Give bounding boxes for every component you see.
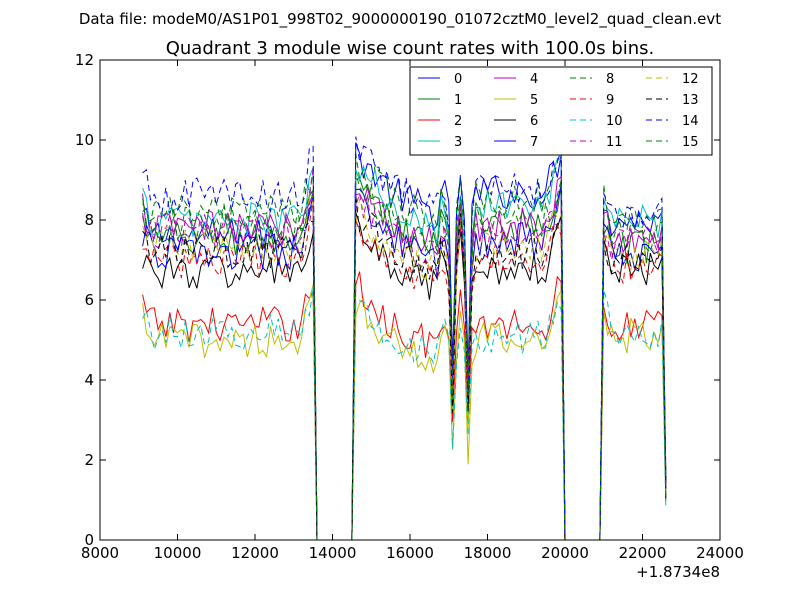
x-axis: 8000 10000 12000 14000 16000 18000 20000 22000 2…: [81, 60, 744, 562]
series-line-1: [142, 177, 667, 540]
figure-suptitle: Data file: modeM0/AS1P01_998T02_90000001…: [79, 10, 721, 29]
y-tick-label: 12: [75, 51, 94, 69]
y-tick-label: 0: [84, 531, 94, 549]
legend-label-12: 12: [682, 72, 699, 87]
legend-label-4: 4: [530, 72, 538, 87]
x-tick-label: 24000: [696, 544, 744, 562]
series-line-2: [142, 271, 667, 540]
legend-label-0: 0: [454, 72, 462, 87]
legend-label-5: 5: [530, 93, 538, 108]
legend-label-14: 14: [682, 114, 699, 129]
x-axis-offset-label: +1.8734e8: [636, 563, 720, 581]
y-tick-label: 2: [84, 451, 94, 469]
legend-label-2: 2: [454, 114, 462, 129]
series-line-9: [142, 199, 667, 540]
x-tick-label: 20000: [541, 544, 589, 562]
series-line-5: [142, 284, 667, 540]
series-line-11: [142, 168, 667, 540]
x-tick-label: 8000: [81, 544, 119, 562]
legend-label-13: 13: [682, 93, 699, 108]
x-tick-label: 22000: [619, 544, 667, 562]
series-line-10: [142, 287, 667, 540]
y-tick-label: 8: [84, 211, 94, 229]
series-line-15: [142, 173, 667, 540]
legend-label-11: 11: [606, 135, 623, 150]
series-line-3: [142, 158, 667, 540]
legend-label-9: 9: [606, 93, 614, 108]
y-tick-label: 4: [84, 371, 94, 389]
y-tick-label: 6: [84, 291, 94, 309]
x-tick-label: 16000: [386, 544, 434, 562]
legend-label-1: 1: [454, 93, 462, 108]
legend-label-7: 7: [530, 135, 538, 150]
plot-area: 8000 10000 12000 14000 16000 18000 20000 22000 2…: [75, 51, 744, 562]
x-tick-label: 18000: [464, 544, 512, 562]
legend-label-15: 15: [682, 135, 699, 150]
x-tick-label: 12000: [231, 544, 279, 562]
legend-box: [409, 66, 713, 156]
chart-title: Quadrant 3 module wise count rates with …: [166, 38, 655, 59]
legend-label-10: 10: [606, 114, 623, 129]
series-line-6: [142, 212, 667, 540]
y-tick-label: 10: [75, 131, 94, 149]
series-line-13: [142, 195, 667, 540]
series-line-8: [142, 142, 667, 540]
legend-label-8: 8: [606, 72, 614, 87]
series-line-14: [142, 136, 667, 540]
x-tick-label: 14000: [309, 544, 357, 562]
series-line-7: [142, 184, 667, 540]
series-line-0: [142, 142, 667, 540]
legend-label-3: 3: [454, 135, 462, 150]
series-group: [142, 136, 667, 540]
x-tick-label: 10000: [154, 544, 202, 562]
legend-label-6: 6: [530, 114, 538, 129]
